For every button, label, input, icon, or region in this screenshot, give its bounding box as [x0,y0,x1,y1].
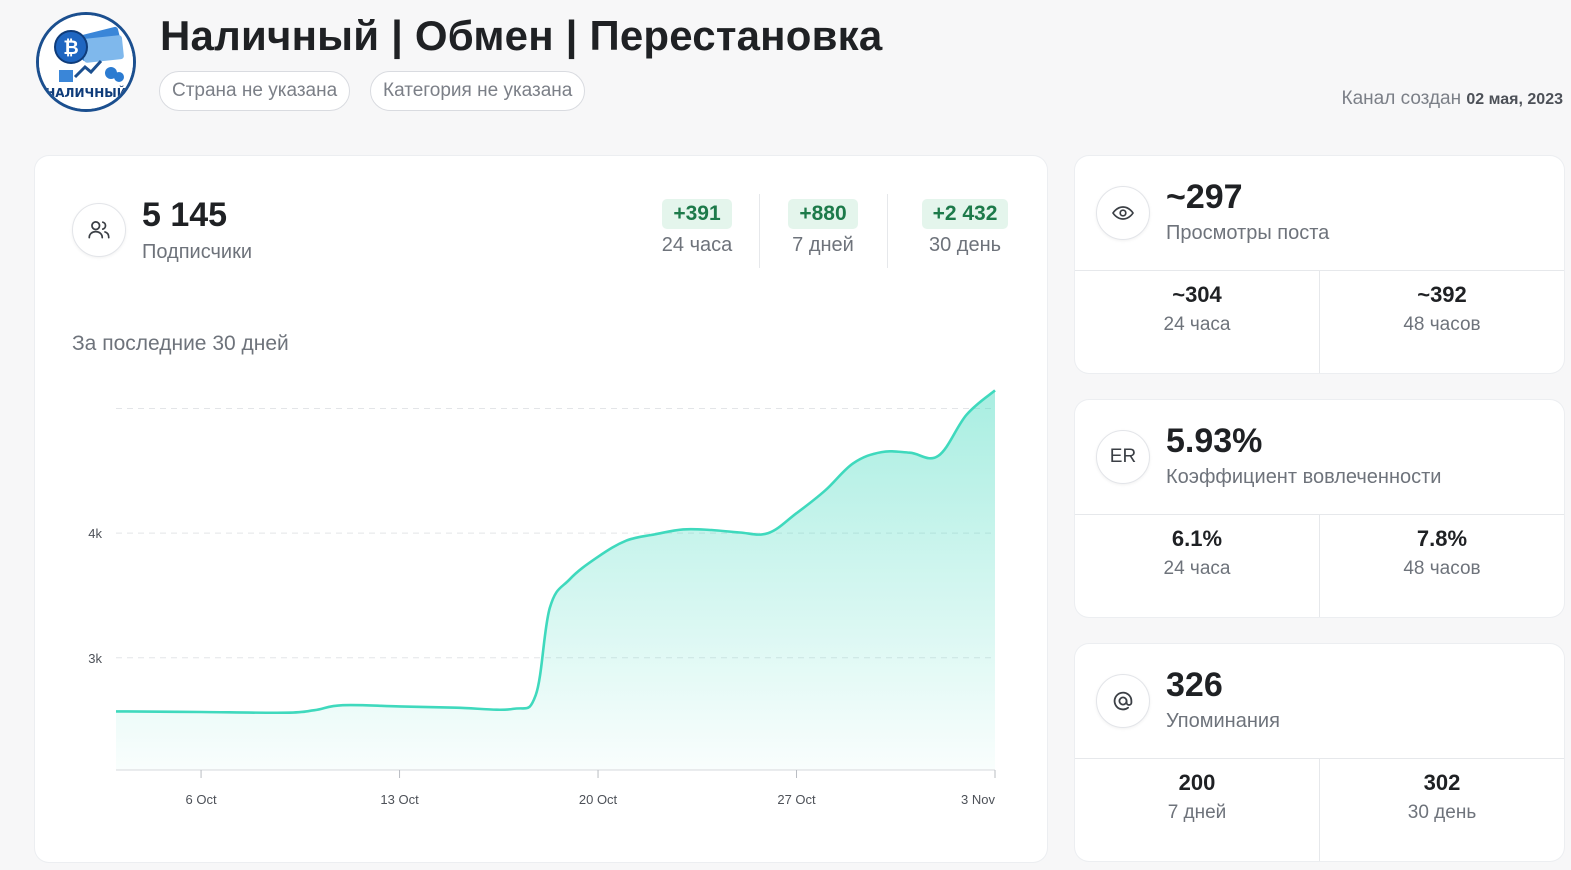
delta-24h-value: +391 [662,199,732,229]
country-tag[interactable]: Страна не указана [159,71,351,111]
views-card: ~297 Просмотры поста ~304 24 часа ~392 4… [1075,156,1564,373]
mentions-label: Упоминания [1166,710,1280,732]
delta-24h: +391 24 часа [642,199,752,257]
mentions-card: 326 Упоминания 200 7 дней 302 30 день [1075,644,1564,861]
er-24h-label: 24 часа [1163,558,1231,579]
created-label: Канал создан [1341,88,1462,109]
er-icon: ER [1096,430,1150,484]
y-tick-label: 4k [88,526,102,541]
mentions-30d: 302 30 день [1320,770,1564,824]
mentions-30d-label: 30 день [1407,802,1477,823]
delta-30d-period: 30 день [928,234,1002,256]
views-48h: ~392 48 часов [1320,282,1564,336]
mentions-7d-label: 7 дней [1167,802,1227,823]
divider [759,194,760,268]
delta-30d-value: +2 432 [921,199,1009,229]
views-24h: ~304 24 часа [1075,282,1319,336]
delta-7d-period: 7 дней [792,234,854,256]
mentions-value: 326 [1166,666,1223,704]
er-24h-value: 6.1% [1171,526,1223,551]
area-fill [116,390,995,770]
x-tick-label: 20 Oct [579,792,618,807]
divider [887,194,888,268]
channel-created: Канал создан 02 мая, 2023 [1342,88,1563,110]
x-tick-label: 6 Oct [186,792,217,807]
views-48h-label: 48 часов [1403,314,1481,335]
er-48h: 7.8% 48 часов [1320,526,1564,580]
subscribers-chart[interactable]: 3k 4k 6 Oct 13 Oct 20 Oct 27 Oct 3 Nov [35,156,1047,862]
subscribers-value: 5 145 [142,196,228,234]
x-tick-label: 3 Nov [961,792,995,807]
subscribers-card: 5 145 Подписчики +391 24 часа +880 7 дне… [35,156,1047,862]
svg-text:НАЛИЧНЫЙ: НАЛИЧНЫЙ [45,85,127,100]
y-tick-label: 3k [88,651,102,666]
delta-7d-value: +880 [788,199,858,229]
channel-avatar: ₿ НАЛИЧНЫЙ [36,12,136,112]
x-tick-label: 13 Oct [380,792,419,807]
at-sign-icon [1096,674,1150,728]
er-value: 5.93% [1166,422,1263,460]
subscribers-label: Подписчики [142,241,253,263]
divider [1319,514,1320,617]
x-tick-label: 27 Oct [777,792,816,807]
views-value: ~297 [1166,178,1243,216]
er-48h-value: 7.8% [1416,526,1468,551]
created-date: 02 мая, 2023 [1466,91,1563,108]
channel-logo-icon: ₿ НАЛИЧНЫЙ [39,15,133,109]
divider [1319,270,1320,373]
er-48h-label: 48 часов [1403,558,1481,579]
divider [1319,758,1320,861]
users-icon [72,203,126,257]
delta-30d: +2 432 30 день [905,199,1025,257]
mentions-7d-value: 200 [1178,770,1216,795]
delta-7d: +880 7 дней [768,199,878,257]
eye-icon [1096,186,1150,240]
category-tag[interactable]: Категория не указана [370,71,586,111]
channel-title: Наличный | Обмен | Перестановка [160,12,883,59]
views-24h-label: 24 часа [1163,314,1231,335]
er-icon-text: ER [1109,446,1137,467]
mentions-7d: 200 7 дней [1075,770,1319,824]
views-label: Просмотры поста [1166,222,1330,244]
views-48h-value: ~392 [1417,282,1467,307]
er-label: Коэффициент вовлеченности [1166,466,1442,488]
svg-text:₿: ₿ [63,37,78,59]
series-line [115,389,996,715]
views-24h-value: ~304 [1172,282,1222,307]
mentions-30d-value: 302 [1423,770,1461,795]
er-24h: 6.1% 24 часа [1075,526,1319,580]
er-card: ER 5.93% Коэффициент вовлеченности 6.1% … [1075,400,1564,617]
delta-24h-period: 24 часа [661,234,733,256]
chart-title: За последние 30 дней [72,332,289,355]
